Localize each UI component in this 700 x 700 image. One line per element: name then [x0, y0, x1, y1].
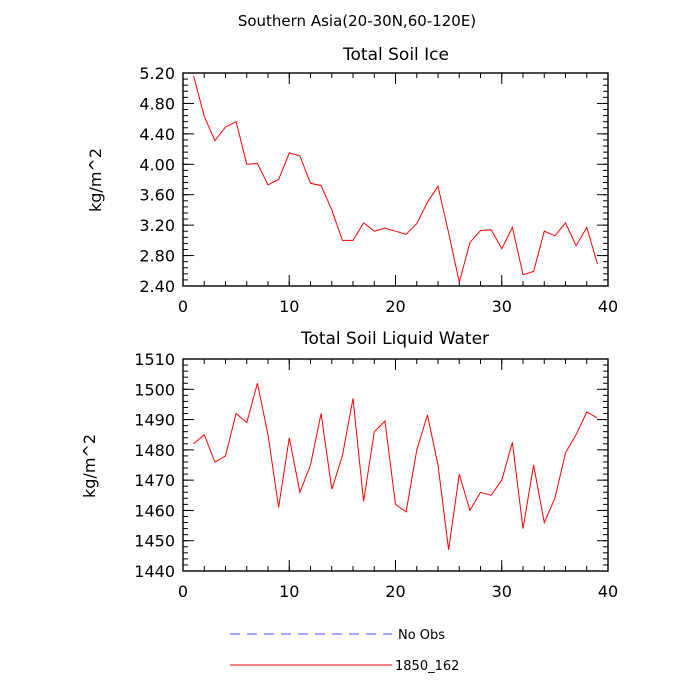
y-tick-label: 4.40 — [139, 125, 175, 144]
figure-title: Southern Asia(20-30N,60-120E) — [238, 12, 476, 30]
y-tick-label: 1440 — [134, 562, 175, 581]
series-line-1850-162 — [193, 75, 598, 283]
y-tick-label: 2.40 — [139, 277, 175, 296]
x-tick-label: 20 — [385, 297, 405, 316]
x-tick-label: 0 — [178, 297, 188, 316]
y-tick-label: 1470 — [134, 471, 175, 490]
legend-label-no-obs: No Obs — [398, 628, 445, 643]
y-tick-label: 3.60 — [139, 186, 175, 205]
x-tick-label: 40 — [598, 582, 618, 601]
y-tick-label: 5.20 — [139, 64, 175, 83]
y-tick-label: 3.20 — [139, 216, 175, 235]
axis-ticks — [182, 72, 609, 287]
series-layer — [193, 383, 598, 550]
x-tick-label: 20 — [385, 582, 405, 601]
plot-frame — [182, 72, 609, 287]
y-tick-label: 4.80 — [139, 94, 175, 113]
x-tick-label: 10 — [279, 297, 299, 316]
panel-title: Total Soil Liquid Water — [300, 329, 489, 349]
panel-soil-ice: Total Soil Ice kg/m^2 2.40 2.80 3.20 3.60 4.… — [86, 45, 618, 316]
y-tick-label: 2.80 — [139, 247, 175, 266]
tick-labels: 2.40 2.80 3.20 3.60 4.00 4.40 4.80 5.20 0 10 20 30 4… — [139, 64, 618, 316]
series-layer — [193, 75, 598, 283]
y-axis-label-text: kg/m^2 — [86, 148, 105, 212]
panel-title: Total Soil Ice — [342, 45, 449, 65]
series-line-1850-162 — [193, 383, 598, 550]
x-tick-label: 30 — [492, 582, 512, 601]
plot-frame — [182, 358, 609, 572]
y-axis-label: kg/m^2 — [80, 434, 99, 498]
x-tick-label: 40 — [598, 297, 618, 316]
y-axis-label: kg/m^2 — [86, 148, 105, 212]
y-tick-label: 1500 — [134, 380, 175, 399]
y-axis-label-text: kg/m^2 — [80, 434, 99, 498]
y-tick-label: 1490 — [134, 411, 175, 430]
x-tick-label: 30 — [492, 297, 512, 316]
axis-ticks — [182, 358, 609, 572]
legend-label-1850-162: 1850_162 — [395, 659, 459, 674]
y-tick-label: 4.00 — [139, 155, 175, 174]
y-tick-label: 1510 — [134, 350, 175, 369]
legend: No Obs 1850_162 — [230, 628, 459, 674]
panel-soil-liquid-water: Total Soil Liquid Water kg/m^2 144014501… — [80, 329, 618, 601]
x-tick-label: 0 — [178, 582, 188, 601]
y-tick-label: 1480 — [134, 441, 175, 460]
y-tick-label: 1450 — [134, 532, 175, 551]
y-tick-label: 1460 — [134, 501, 175, 520]
tick-labels: 1440 1450 1460 1470 1480 1490 1500 1510 0 10 20 30 4… — [134, 350, 618, 601]
x-tick-label: 10 — [279, 582, 299, 601]
